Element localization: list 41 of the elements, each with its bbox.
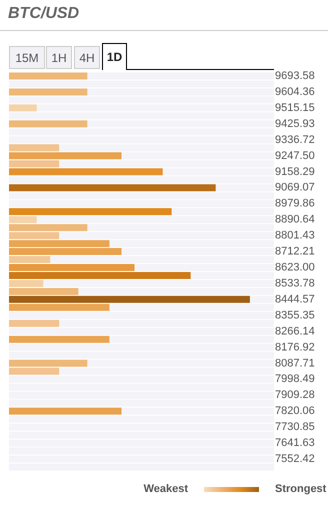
y-tick-label: 9247.50 [275, 150, 315, 162]
y-tick-label: 9069.07 [275, 182, 315, 194]
y-tick-label: 8712.21 [275, 246, 315, 258]
y-tick-label: 8979.86 [275, 198, 315, 210]
y-tick-label: 8087.71 [275, 357, 315, 370]
y-tick-label: 9425.93 [275, 118, 315, 130]
y-tick-label: 9515.15 [275, 102, 315, 114]
bar [9, 256, 50, 264]
bar [9, 104, 37, 112]
y-tick-label: 7730.85 [275, 421, 315, 434]
text: Strongest [275, 483, 326, 495]
y-tick-label: 7552.42 [275, 453, 315, 466]
bar [9, 320, 60, 327]
bar [9, 144, 60, 152]
y-tick-label: 8266.14 [275, 325, 315, 338]
y-tick-label: 7820.06 [275, 405, 315, 418]
text: 1H [46, 46, 72, 69]
y-tick-label: 7909.28 [275, 389, 315, 402]
y-tick-label: 7641.63 [275, 437, 315, 450]
bar [9, 232, 60, 240]
chart-title: BTC/USD [8, 5, 80, 23]
bar [9, 216, 37, 224]
y-tick-label: 7998.49 [275, 373, 315, 386]
text: 1D [102, 43, 127, 70]
text: Weakest [144, 483, 188, 495]
text: 4H [74, 46, 100, 69]
y-tick-label: 9158.29 [275, 166, 315, 178]
y-tick-label: 8623.00 [275, 262, 315, 274]
text: 15M [9, 46, 45, 69]
y-tick-label: 8176.92 [275, 341, 315, 354]
y-tick-label: 9336.72 [275, 134, 315, 146]
y-tick-label: 8890.64 [275, 214, 315, 226]
bar [9, 280, 44, 287]
y-tick-label: 8355.35 [275, 309, 315, 322]
y-tick-label: 9604.36 [275, 86, 315, 98]
y-tick-label: 8444.57 [275, 293, 315, 306]
bar [9, 160, 60, 168]
y-tick-label: 8533.78 [275, 277, 315, 290]
y-tick-label: 9693.58 [275, 70, 315, 82]
bar [9, 368, 60, 375]
y-tick-label: 8801.43 [275, 230, 315, 242]
